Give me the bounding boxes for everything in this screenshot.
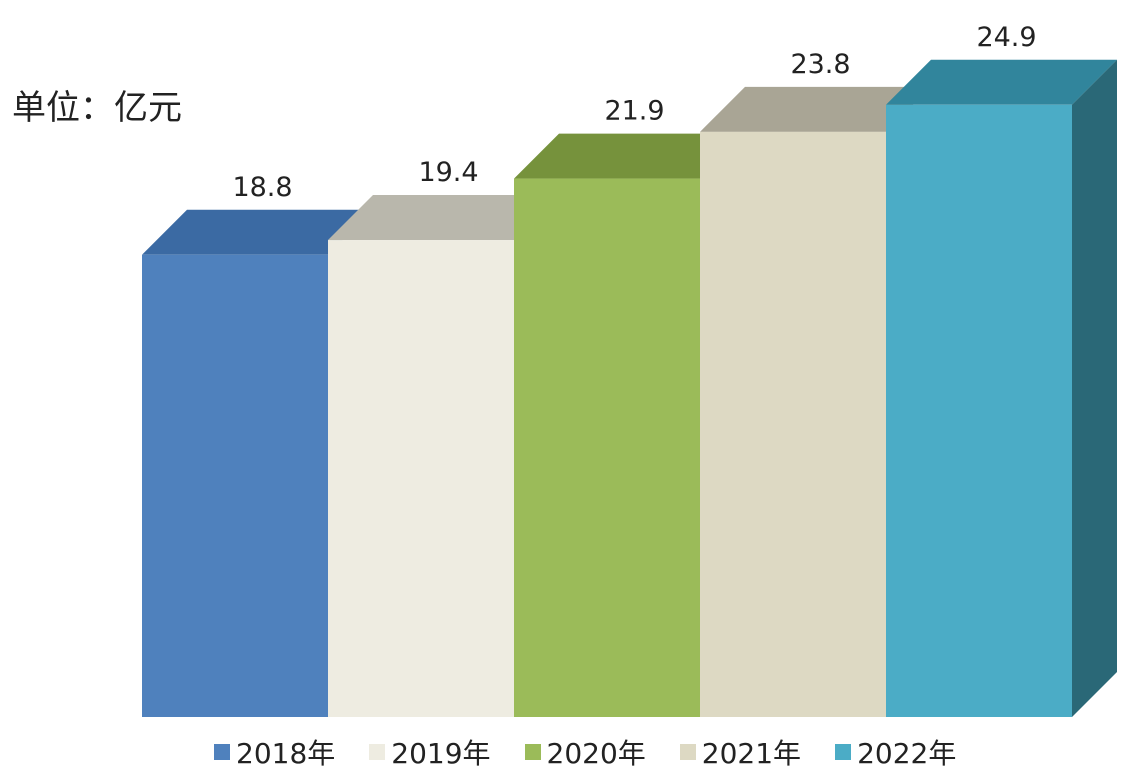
legend-swatch xyxy=(214,744,230,760)
bar-2018年 xyxy=(142,209,373,717)
bar-front-face xyxy=(514,178,700,718)
bar-top-face xyxy=(514,133,745,179)
legend-label: 2020年 xyxy=(546,737,646,770)
legend: 2018年 2019年 2020年 2021年 2022年 xyxy=(214,732,956,772)
legend-label: 2019年 xyxy=(391,737,491,770)
bar-front-face xyxy=(328,240,514,717)
bar-2020年 xyxy=(514,133,745,718)
bar-front-face xyxy=(886,104,1072,718)
bar-front-face xyxy=(142,254,328,717)
unit-label: 单位：亿元 xyxy=(12,88,182,128)
bar-value-label: 19.4 xyxy=(418,157,478,188)
legend-item: 2020年 xyxy=(524,732,646,772)
legend-swatch xyxy=(835,744,852,760)
bar-top-face xyxy=(142,209,373,255)
bar-value-label: 21.9 xyxy=(604,96,664,127)
legend-label: 2018年 xyxy=(236,737,336,770)
legend-swatch xyxy=(369,744,386,760)
legend-label: 2021年 xyxy=(701,737,802,770)
legend-item: 2022年 xyxy=(835,732,956,772)
legend-swatch xyxy=(524,744,541,760)
bar-top-face xyxy=(886,59,1117,105)
legend-item: 2019年 xyxy=(369,732,491,772)
bar-value-label: 18.8 xyxy=(232,172,292,203)
bar-2022年 xyxy=(886,59,1117,718)
legend-item: 2018年 xyxy=(214,732,335,772)
legend-label: 2022年 xyxy=(857,737,957,770)
legend-item: 2021年 xyxy=(679,732,802,772)
bar-value-label: 23.8 xyxy=(790,49,850,80)
bar-front-face xyxy=(700,131,886,717)
bar-top-face xyxy=(328,195,559,241)
bar-2019年 xyxy=(328,195,559,717)
bar-top-face xyxy=(700,86,931,132)
legend-swatch xyxy=(679,744,696,760)
bar-2021年 xyxy=(700,86,931,717)
bar-value-label: 24.9 xyxy=(976,22,1036,53)
bar-side-face xyxy=(1072,59,1117,718)
